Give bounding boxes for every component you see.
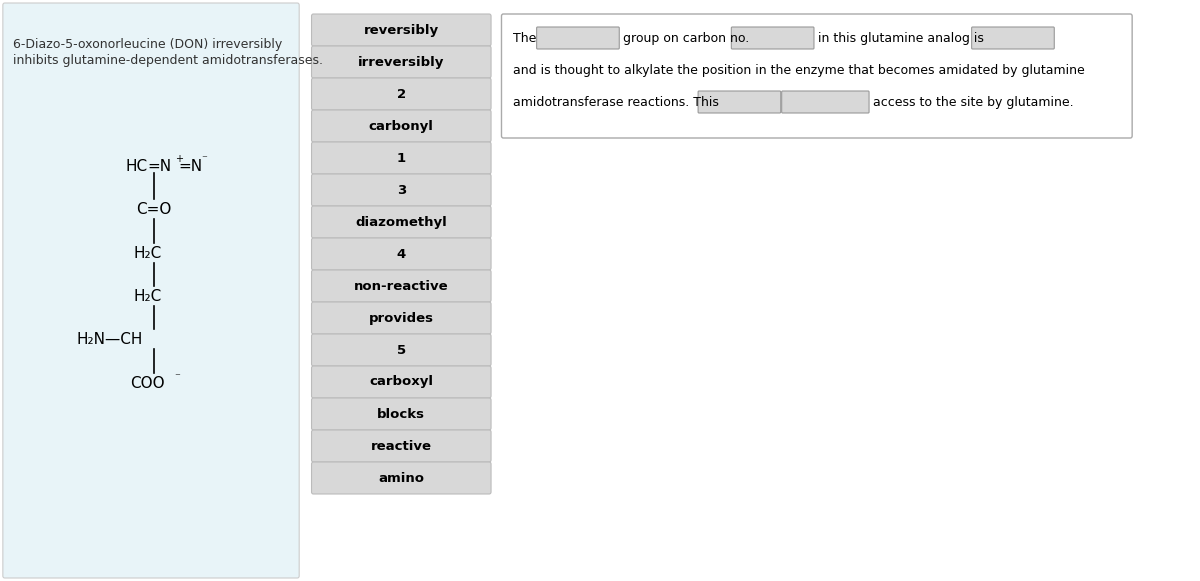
FancyBboxPatch shape — [2, 3, 299, 578]
FancyBboxPatch shape — [312, 110, 491, 142]
FancyBboxPatch shape — [781, 91, 869, 113]
Text: =N: =N — [148, 159, 172, 174]
Text: reversibly: reversibly — [364, 23, 439, 37]
Text: H₂N—CH: H₂N—CH — [76, 332, 143, 346]
Text: COO: COO — [130, 375, 164, 390]
Text: carbonyl: carbonyl — [368, 120, 433, 132]
FancyBboxPatch shape — [312, 142, 491, 174]
Text: irreversibly: irreversibly — [358, 56, 444, 69]
Text: H₂C: H₂C — [133, 246, 161, 260]
Text: carboxyl: carboxyl — [370, 375, 433, 389]
Text: reactive: reactive — [371, 439, 432, 453]
FancyBboxPatch shape — [312, 206, 491, 238]
Text: amidotransferase reactions. This: amidotransferase reactions. This — [512, 95, 719, 109]
Text: HC: HC — [125, 159, 148, 174]
FancyBboxPatch shape — [972, 27, 1055, 49]
FancyBboxPatch shape — [536, 27, 619, 49]
Text: inhibits glutamine-dependent amidotransferases.: inhibits glutamine-dependent amidotransf… — [13, 54, 323, 67]
Text: 6-Diazo-5-oxonorleucine (DON) irreversibly: 6-Diazo-5-oxonorleucine (DON) irreversib… — [13, 38, 282, 51]
Text: in this glutamine analog is: in this glutamine analog is — [817, 31, 984, 45]
Text: +: + — [175, 154, 182, 164]
FancyBboxPatch shape — [312, 302, 491, 334]
FancyBboxPatch shape — [312, 270, 491, 302]
Text: provides: provides — [368, 311, 433, 325]
FancyBboxPatch shape — [312, 174, 491, 206]
Text: 5: 5 — [397, 343, 406, 357]
Text: 3: 3 — [397, 184, 406, 196]
FancyBboxPatch shape — [312, 334, 491, 366]
FancyBboxPatch shape — [502, 14, 1132, 138]
Text: ⁻: ⁻ — [202, 154, 208, 164]
FancyBboxPatch shape — [312, 238, 491, 270]
FancyBboxPatch shape — [312, 398, 491, 430]
FancyBboxPatch shape — [698, 91, 781, 113]
Text: 1: 1 — [397, 152, 406, 164]
FancyBboxPatch shape — [312, 430, 491, 462]
Text: The: The — [512, 31, 536, 45]
Text: 2: 2 — [397, 88, 406, 101]
Text: 4: 4 — [397, 248, 406, 260]
Text: group on carbon no.: group on carbon no. — [623, 31, 749, 45]
FancyBboxPatch shape — [312, 14, 491, 46]
Text: =N: =N — [179, 159, 203, 174]
Text: H₂C: H₂C — [133, 289, 161, 303]
FancyBboxPatch shape — [312, 366, 491, 398]
FancyBboxPatch shape — [312, 78, 491, 110]
Text: access to the site by glutamine.: access to the site by glutamine. — [872, 95, 1074, 109]
FancyBboxPatch shape — [731, 27, 814, 49]
FancyBboxPatch shape — [312, 46, 491, 78]
Text: non-reactive: non-reactive — [354, 279, 449, 292]
Text: ⁻: ⁻ — [174, 372, 180, 382]
Text: and is thought to alkylate the position in the enzyme that becomes amidated by g: and is thought to alkylate the position … — [512, 63, 1085, 77]
Text: C=O: C=O — [136, 202, 172, 217]
Text: blocks: blocks — [377, 407, 425, 421]
Text: diazomethyl: diazomethyl — [355, 216, 448, 228]
Text: amino: amino — [378, 472, 425, 485]
FancyBboxPatch shape — [312, 462, 491, 494]
